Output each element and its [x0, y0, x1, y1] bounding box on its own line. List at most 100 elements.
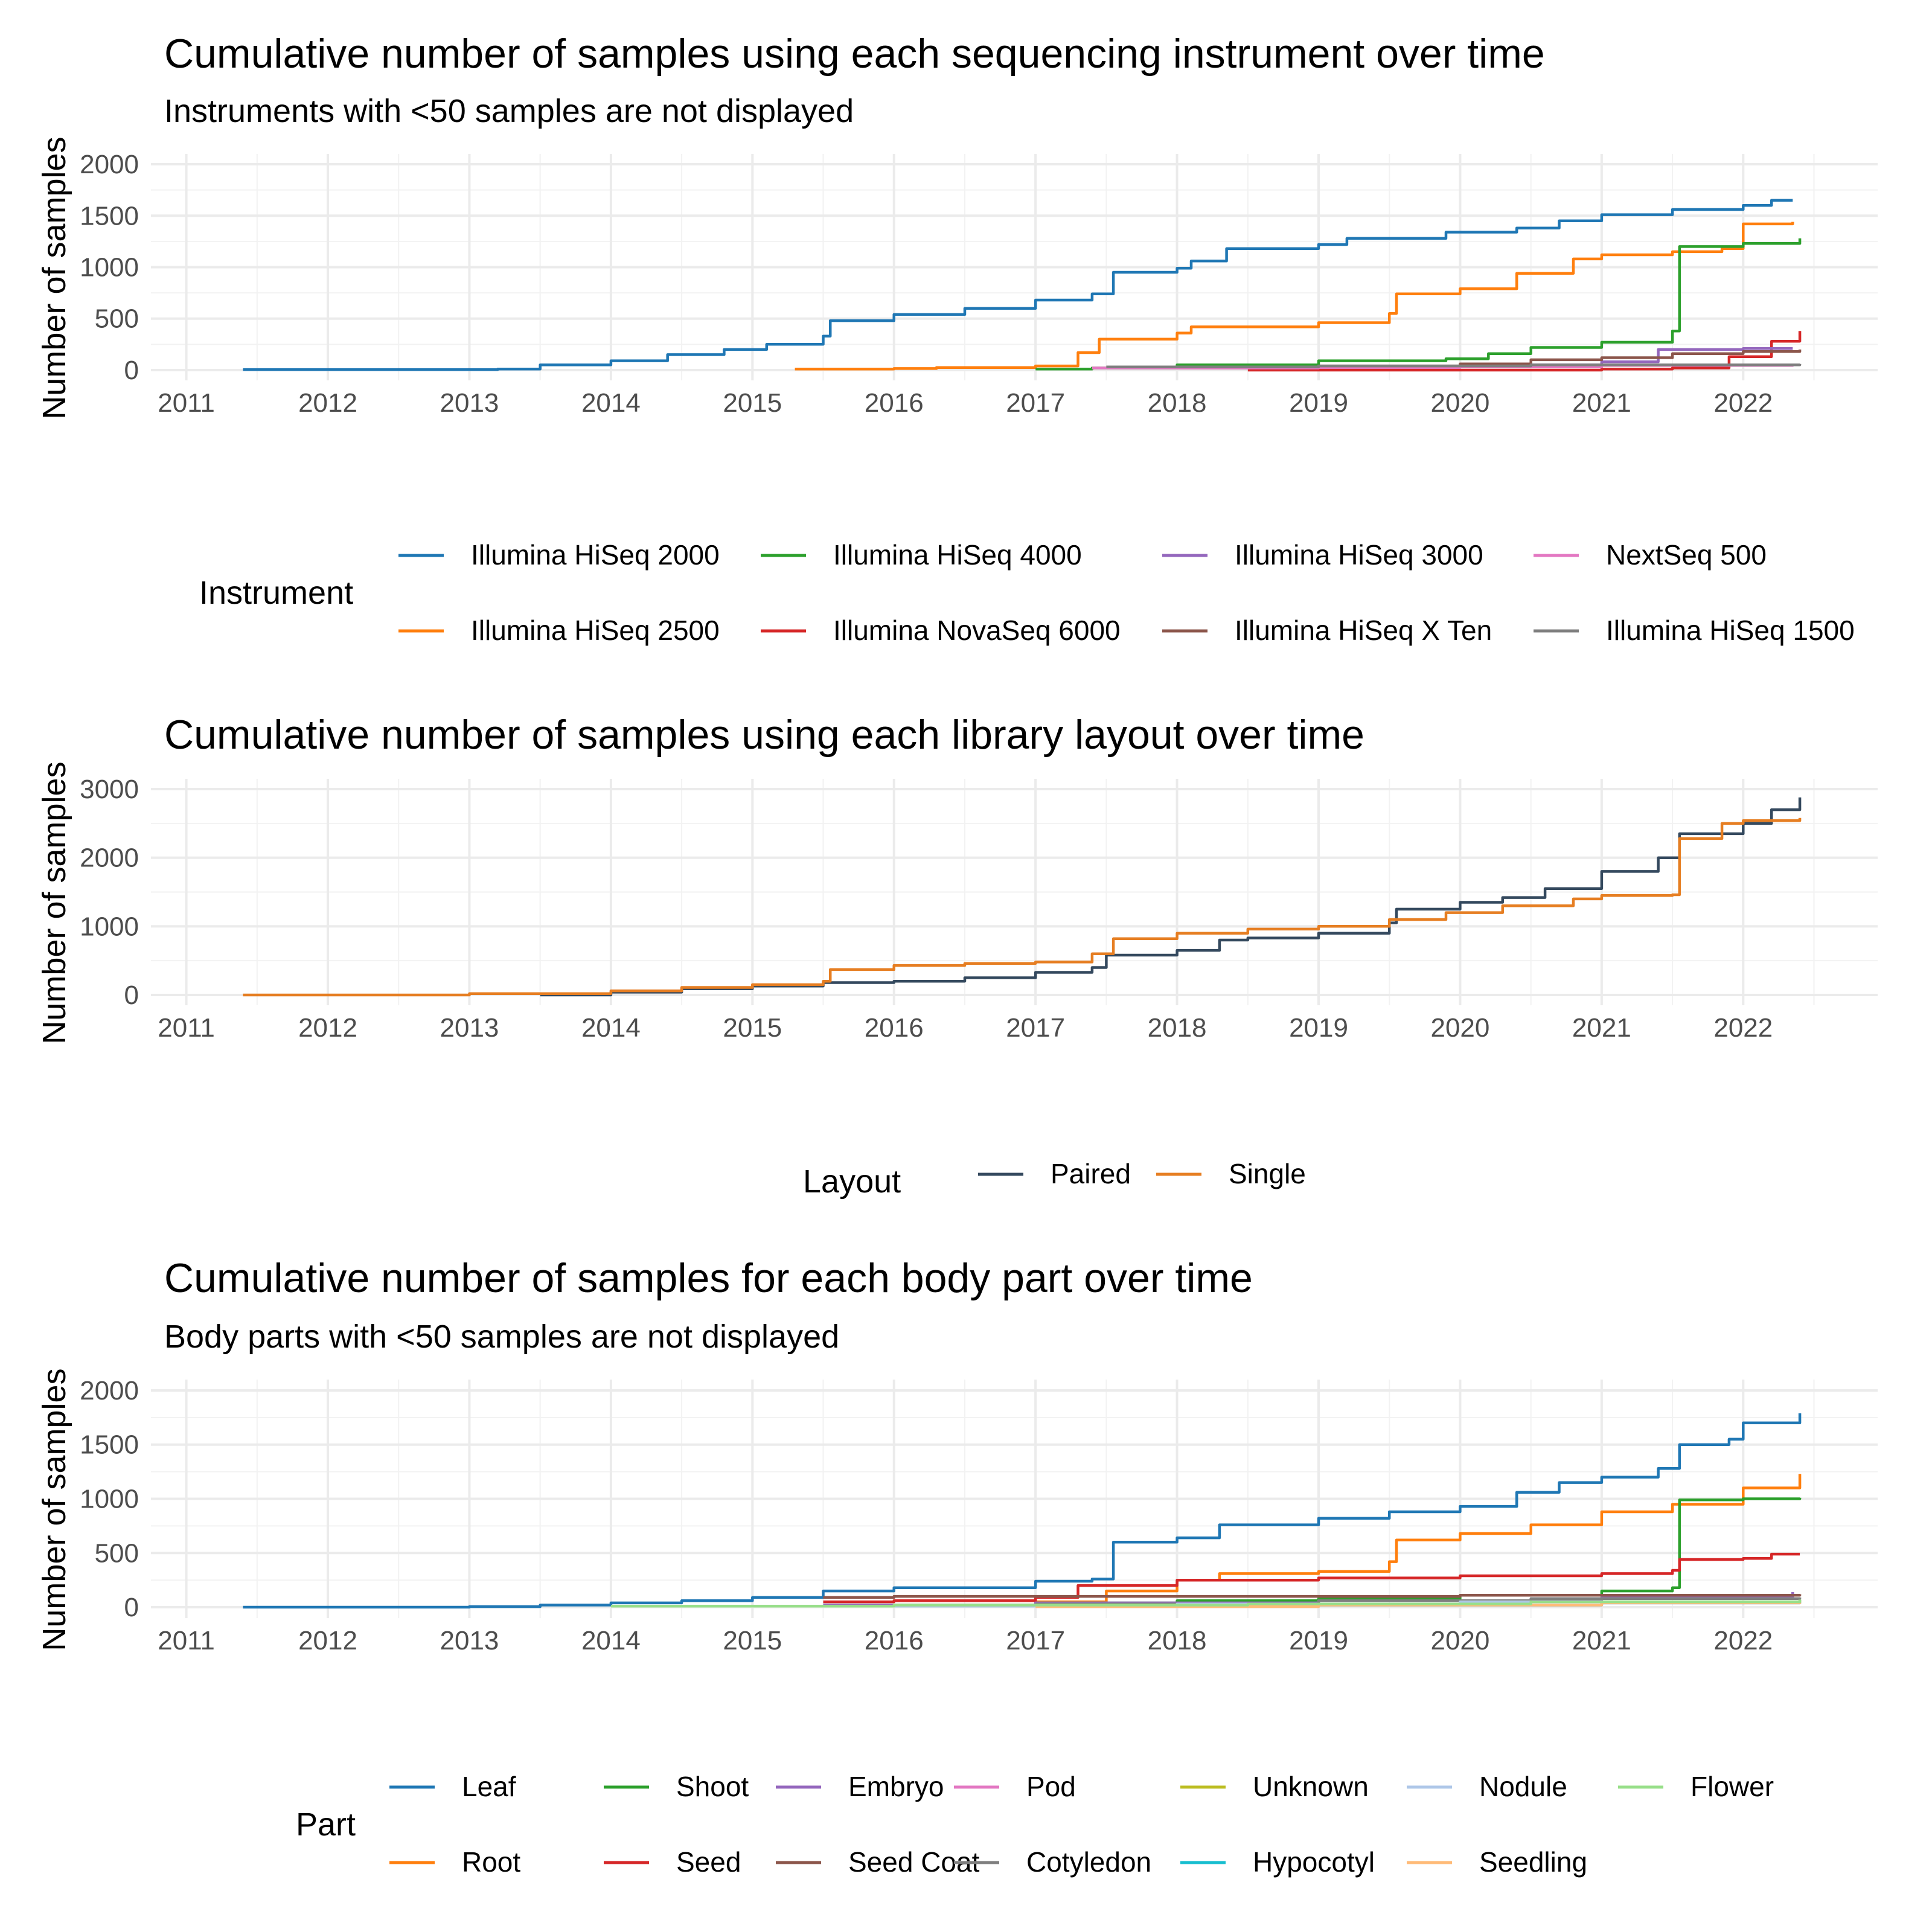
y-tick-label: 500 [95, 1538, 139, 1568]
y-tick-label: 0 [124, 980, 139, 1010]
legend-label-illumina-hiseq-x-ten: Illumina HiSeq X Ten [1235, 615, 1492, 646]
x-tick-label: 2011 [158, 1626, 215, 1655]
legend-label-unknown: Unknown [1253, 1771, 1369, 1802]
series-line-illumina-hiseq-2500 [795, 222, 1794, 371]
x-tick-label: 2017 [1006, 1626, 1065, 1655]
series-line-single [243, 817, 1802, 997]
legend-label-pod: Pod [1026, 1771, 1076, 1802]
series-line-seed-coat [823, 1594, 1802, 1599]
x-tick-label: 2015 [723, 1013, 782, 1043]
x-tick-label: 2014 [581, 1626, 641, 1655]
series-line-illumina-hiseq-2000 [243, 199, 1793, 371]
legend-label-seed: Seed [676, 1846, 741, 1878]
chart-subtitle: Instruments with <50 samples are not dis… [164, 93, 854, 129]
chart-title: Cumulative number of samples using each … [164, 712, 1364, 758]
x-tick-label: 2011 [158, 1013, 215, 1043]
y-tick-label: 1000 [80, 253, 139, 283]
x-tick-label: 2016 [865, 1013, 924, 1043]
y-tick-label: 0 [124, 356, 139, 385]
legend-label-root: Root [462, 1846, 520, 1878]
y-tick-label: 1000 [80, 1485, 139, 1514]
legend-label-illumina-hiseq-2000: Illumina HiSeq 2000 [471, 539, 720, 571]
y-axis-title: Number of samples [36, 761, 72, 1044]
y-tick-label: 2000 [80, 150, 139, 179]
series-line-seed [823, 1552, 1800, 1604]
y-tick-label: 1500 [80, 1430, 139, 1460]
x-tick-label: 2018 [1148, 1013, 1207, 1043]
legend-label-nodule: Nodule [1479, 1771, 1567, 1802]
y-tick-label: 500 [95, 304, 139, 334]
x-tick-label: 2016 [865, 388, 924, 418]
x-tick-label: 2017 [1006, 1013, 1065, 1043]
legend: Instrument Illumina HiSeq 2000 Illumina Hi… [199, 539, 1855, 646]
y-axis-title: Number of samples [36, 1368, 72, 1651]
legend-label-illumina-hiseq-4000: Illumina HiSeq 4000 [833, 539, 1082, 571]
x-tick-label: 2012 [298, 1013, 357, 1043]
x-tick-label: 2021 [1572, 1013, 1631, 1043]
legend-title: Instrument [199, 575, 353, 611]
x-tick-label: 2019 [1289, 1013, 1348, 1043]
y-axis-title: Number of samples [36, 136, 72, 419]
legend-label-shoot: Shoot [676, 1771, 749, 1802]
chart-subtitle: Body parts with <50 samples are not disp… [164, 1319, 839, 1355]
legend-label-flower: Flower [1690, 1771, 1774, 1802]
y-tick-label: 3000 [80, 775, 139, 804]
legend-label-illumina-hiseq-2500: Illumina HiSeq 2500 [471, 615, 720, 646]
x-tick-label: 2019 [1289, 388, 1348, 418]
x-tick-label: 2021 [1572, 388, 1631, 418]
series-line-root [1035, 1474, 1802, 1604]
x-tick-label: 2017 [1006, 388, 1065, 418]
x-tick-label: 2013 [440, 1626, 499, 1655]
x-tick-label: 2013 [440, 388, 499, 418]
chart-panel-1: Cumulative number of samples using each … [36, 31, 1878, 646]
x-tick-label: 2011 [158, 388, 215, 418]
x-tick-label: 2022 [1713, 388, 1773, 418]
chart-panel-2: Cumulative number of samples using each … [36, 712, 1878, 1200]
legend-label-illumina-novaseq-6000: Illumina NovaSeq 6000 [833, 615, 1121, 646]
chart-title: Cumulative number of samples for each bo… [164, 1255, 1253, 1301]
y-tick-label: 1000 [80, 912, 139, 941]
legend-label-illumina-hiseq-1500: Illumina HiSeq 1500 [1606, 615, 1855, 646]
x-tick-label: 2015 [723, 388, 782, 418]
x-tick-label: 2015 [723, 1626, 782, 1655]
legend-label-nextseq-500: NextSeq 500 [1606, 539, 1767, 571]
chart-title: Cumulative number of samples using each … [164, 31, 1545, 77]
legend-label-single: Single [1229, 1158, 1306, 1189]
series-line-illumina-novaseq-6000 [1247, 331, 1802, 372]
x-tick-label: 2022 [1713, 1626, 1773, 1655]
series-line-leaf [243, 1413, 1802, 1609]
x-tick-label: 2016 [865, 1626, 924, 1655]
x-tick-label: 2020 [1430, 1626, 1489, 1655]
legend-label-paired: Paired [1051, 1158, 1131, 1189]
legend-label-seedling: Seedling [1479, 1846, 1587, 1878]
chart-panel-3: Cumulative number of samples for each bo… [36, 1255, 1878, 1878]
y-tick-label: 0 [124, 1593, 139, 1622]
x-tick-label: 2014 [581, 388, 641, 418]
x-tick-label: 2018 [1148, 388, 1207, 418]
x-tick-label: 2014 [581, 1013, 641, 1043]
x-tick-label: 2018 [1148, 1626, 1207, 1655]
series-line-flower [610, 1599, 1802, 1608]
legend-title: Layout [803, 1163, 901, 1200]
legend-label-embryo: Embryo [848, 1771, 944, 1802]
legend-label-leaf: Leaf [462, 1771, 516, 1802]
x-tick-label: 2012 [298, 388, 357, 418]
legend-label-hypocotyl: Hypocotyl [1253, 1846, 1375, 1878]
legend-title: Part [296, 1806, 356, 1843]
x-tick-label: 2021 [1572, 1626, 1631, 1655]
x-tick-label: 2019 [1289, 1626, 1348, 1655]
legend-label-cotyledon: Cotyledon [1026, 1846, 1151, 1878]
x-tick-label: 2020 [1430, 388, 1489, 418]
y-tick-label: 2000 [80, 1376, 139, 1406]
x-tick-label: 2020 [1430, 1013, 1489, 1043]
series-line-illumina-hiseq-1500 [1106, 363, 1802, 369]
x-tick-label: 2012 [298, 1626, 357, 1655]
legend-label-illumina-hiseq-3000: Illumina HiSeq 3000 [1235, 539, 1483, 571]
y-tick-label: 1500 [80, 201, 139, 231]
y-tick-label: 2000 [80, 843, 139, 873]
legend: Layout Paired Single [803, 1158, 1306, 1200]
x-tick-label: 2022 [1713, 1013, 1773, 1043]
x-tick-label: 2013 [440, 1013, 499, 1043]
